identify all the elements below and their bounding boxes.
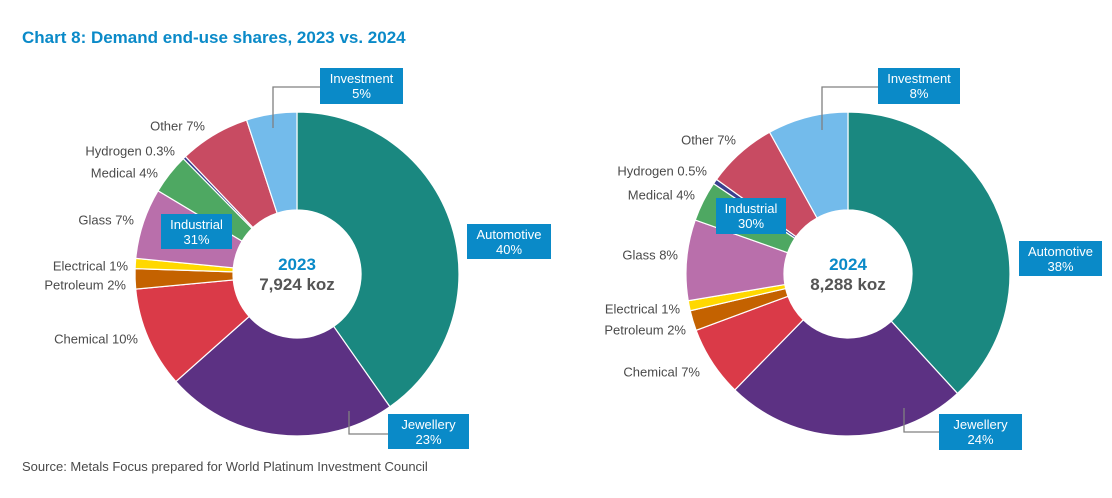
callout-box-2023-automotive <box>467 224 551 259</box>
callout-value-2023-automotive: 40% <box>496 242 522 257</box>
source-note: Source: Metals Focus prepared for World … <box>22 459 428 474</box>
center-year-2023: 2023 <box>278 255 316 274</box>
callout-box-2024-investment <box>878 68 960 104</box>
label-2024-medical: Medical 4% <box>628 188 696 203</box>
label-2024-electrical: Electrical 1% <box>605 302 681 317</box>
callout-value-2024-automotive: 38% <box>1047 259 1073 274</box>
callout-value-2024-jewellery: 24% <box>967 432 993 447</box>
label-2023-glass: Glass 7% <box>78 213 134 228</box>
center-year-2024: 2024 <box>829 255 867 274</box>
label-2023-chemical: Chemical 10% <box>54 332 138 347</box>
slice-2023-jewellery <box>175 315 391 437</box>
callout-name-2024-jewellery: Jewellery <box>953 417 1008 432</box>
callout-value-2023-investment: 5% <box>352 86 371 101</box>
leader-line-2023-investment <box>272 86 320 128</box>
label-2023-electrical: Electrical 1% <box>53 259 129 274</box>
slice-2024-jewellery <box>733 318 959 437</box>
callout-box-2023-industrial <box>161 214 232 249</box>
label-2024-glass: Glass 8% <box>622 248 678 263</box>
callout-value-2024-investment: 8% <box>910 86 929 101</box>
callout-name-2023-automotive: Automotive <box>476 227 541 242</box>
callout-box-2024-industrial <box>716 198 786 234</box>
label-2023-other: Other 7% <box>150 119 205 134</box>
chart-title: Chart 8: Demand end-use shares, 2023 vs.… <box>22 28 406 47</box>
label-2023-medical: Medical 4% <box>91 166 159 181</box>
leader-line-2024-investment <box>821 86 878 130</box>
label-2024-petroleum: Petroleum 2% <box>604 323 686 338</box>
label-2024-chemical: Chemical 7% <box>623 365 700 380</box>
callout-name-2024-industrial: Industrial <box>725 201 778 216</box>
center-total-2023: 7,924 koz <box>259 275 335 294</box>
callout-value-2024-industrial: 30% <box>738 216 764 231</box>
label-2023-hydrogen: Hydrogen 0.3% <box>85 144 175 159</box>
label-2024-hydrogen: Hydrogen 0.5% <box>617 164 707 179</box>
callout-value-2023-jewellery: 23% <box>415 432 441 447</box>
callout-name-2023-jewellery: Jewellery <box>401 417 456 432</box>
slice-2024-investment <box>768 111 849 219</box>
callout-box-2023-investment <box>320 68 403 104</box>
slice-2023-automotive <box>296 111 460 408</box>
callout-box-2023-jewellery <box>388 414 469 449</box>
callout-name-2023-industrial: Industrial <box>170 217 223 232</box>
slice-2024-automotive <box>847 111 1011 395</box>
leader-line-2023-jewellery <box>348 411 388 435</box>
label-2023-petroleum: Petroleum 2% <box>44 278 126 293</box>
callout-value-2023-industrial: 31% <box>183 232 209 247</box>
callout-name-2024-automotive: Automotive <box>1028 244 1093 259</box>
center-total-2024: 8,288 koz <box>810 275 886 294</box>
label-2024-other: Other 7% <box>681 133 736 148</box>
callout-box-2024-jewellery <box>939 414 1022 450</box>
callout-name-2024-investment: Investment <box>887 71 951 86</box>
callout-box-2024-automotive <box>1019 241 1102 276</box>
slice-2023-investment <box>245 111 298 214</box>
callout-name-2023-investment: Investment <box>330 71 394 86</box>
leader-line-2024-jewellery <box>903 408 939 433</box>
